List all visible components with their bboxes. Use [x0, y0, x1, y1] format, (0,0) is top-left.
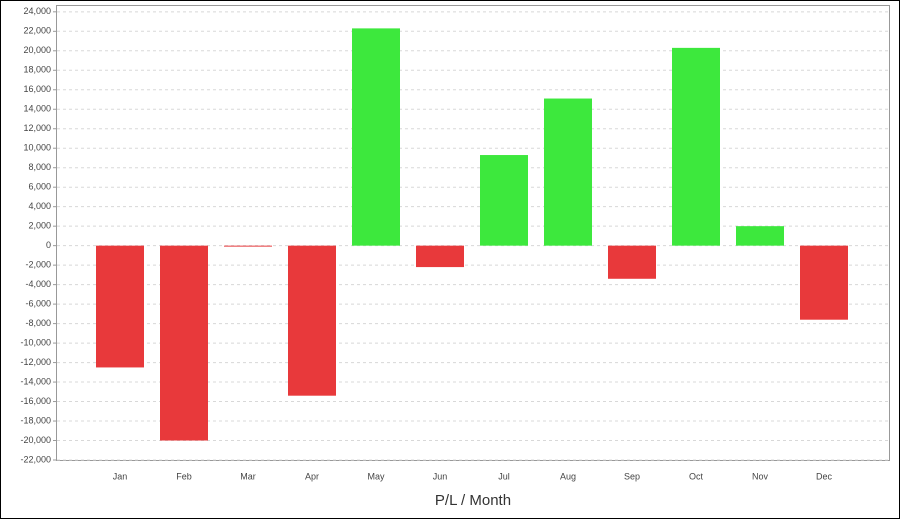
bar [224, 245, 272, 247]
y-tick-label: -16,000 [20, 396, 51, 406]
x-tick-label: Jan [113, 471, 128, 481]
y-tick-label: 0 [46, 240, 51, 250]
y-tick-label: -20,000 [20, 435, 51, 445]
y-tick-label: 14,000 [23, 104, 51, 114]
y-tick-label: -14,000 [20, 376, 51, 386]
y-tick-label: 18,000 [23, 65, 51, 75]
x-tick-label: Apr [305, 471, 319, 481]
x-tick-label: Mar [240, 471, 256, 481]
y-tick-label: 6,000 [28, 182, 51, 192]
y-tick-label: -10,000 [20, 337, 51, 347]
bar [480, 155, 528, 246]
y-tick-label: 16,000 [23, 84, 51, 94]
bar [608, 245, 656, 279]
bar [288, 245, 336, 396]
y-tick-label: 10,000 [23, 143, 51, 153]
x-tick-label: Nov [752, 471, 769, 481]
y-tick-label: 20,000 [23, 45, 51, 55]
x-axis-label: P/L / Month [435, 492, 511, 509]
bar [736, 226, 784, 246]
y-tick-label: 22,000 [23, 26, 51, 36]
bar [96, 245, 144, 368]
y-tick-label: 12,000 [23, 123, 51, 133]
bar [544, 98, 592, 246]
bar [160, 245, 208, 441]
y-tick-label: -22,000 [20, 454, 51, 464]
y-tick-label: -6,000 [25, 298, 51, 308]
y-tick-label: -8,000 [25, 318, 51, 328]
y-tick-label: -18,000 [20, 415, 51, 425]
bar [672, 47, 720, 246]
y-tick-label: 24,000 [23, 6, 51, 16]
x-tick-label: Jul [498, 471, 510, 481]
bar [352, 28, 400, 246]
y-tick-label: 2,000 [28, 221, 51, 231]
y-tick-label: 8,000 [28, 162, 51, 172]
y-tick-label: -2,000 [25, 260, 51, 270]
x-tick-label: Dec [816, 471, 833, 481]
bar [416, 245, 464, 268]
y-tick-label: -4,000 [25, 279, 51, 289]
x-tick-label: Aug [560, 471, 576, 481]
x-tick-label: May [367, 471, 385, 481]
bar [800, 245, 848, 320]
x-tick-label: Oct [689, 471, 704, 481]
x-tick-label: Jun [433, 471, 448, 481]
x-tick-label: Feb [176, 471, 192, 481]
y-tick-label: 4,000 [28, 201, 51, 211]
x-tick-label: Sep [624, 471, 640, 481]
y-tick-label: -12,000 [20, 357, 51, 367]
